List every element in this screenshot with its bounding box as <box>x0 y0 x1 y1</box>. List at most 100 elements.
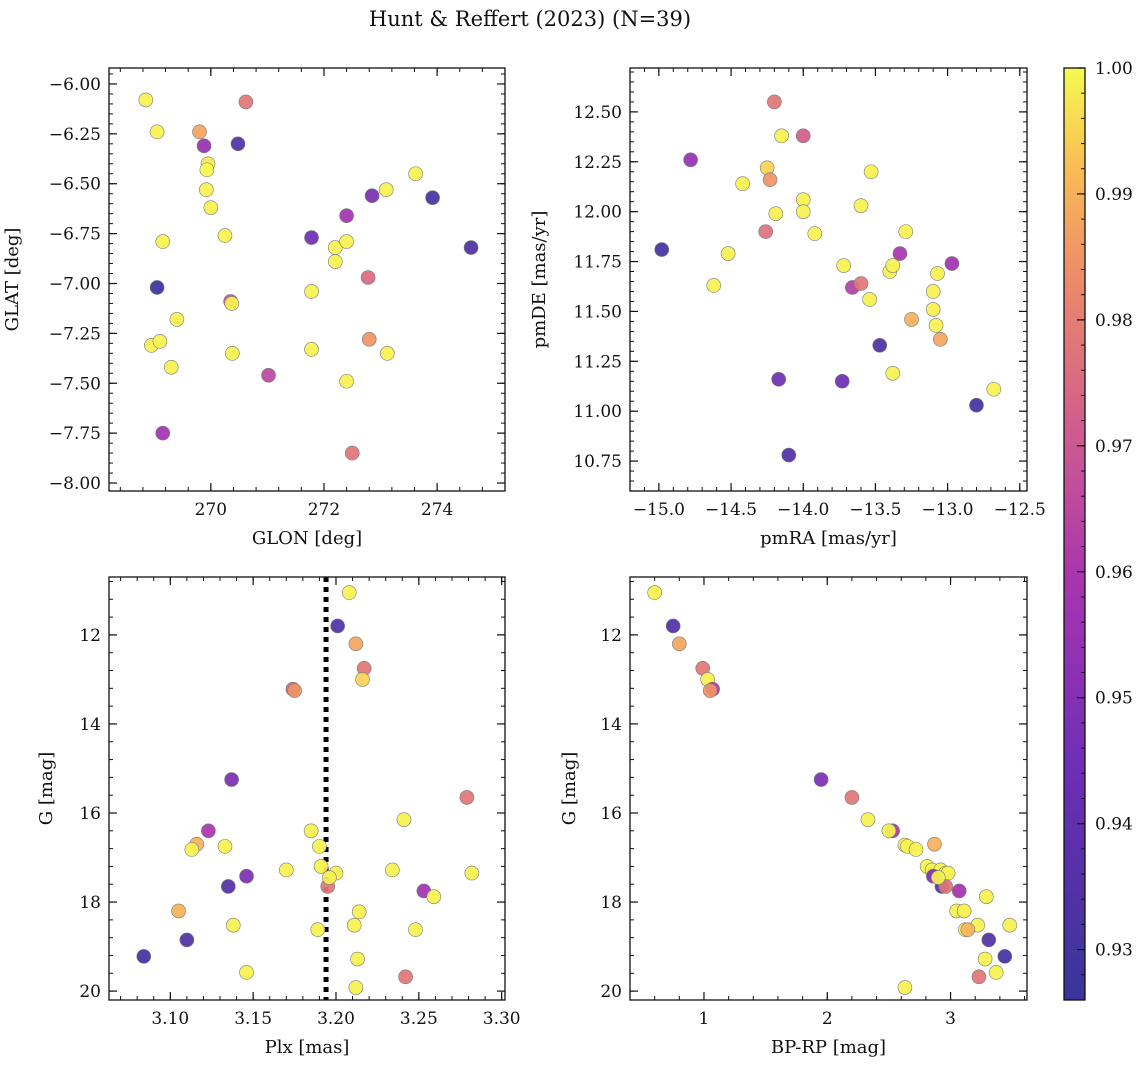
data-point <box>225 917 241 933</box>
data-point <box>238 94 254 110</box>
x-tick-label: 3.25 <box>400 1009 438 1029</box>
data-point <box>853 198 869 213</box>
y-tick-label: 12 <box>600 626 622 646</box>
data-point <box>881 823 897 839</box>
y-tick-label: 14 <box>600 715 622 735</box>
colorbar-tick-label: 0.95 <box>1095 689 1133 709</box>
data-point <box>1002 917 1018 933</box>
data-point <box>885 365 901 381</box>
x-tick-label: 3.10 <box>151 1009 189 1029</box>
data-point <box>224 296 240 311</box>
data-point <box>339 373 354 389</box>
y-tick-label: 10.75 <box>573 452 622 472</box>
data-point <box>217 228 233 243</box>
data-point <box>930 266 945 281</box>
y-tick-label: −7.25 <box>49 324 101 344</box>
data-point <box>385 862 400 878</box>
x-tick-label: 3.20 <box>317 1009 355 1029</box>
x-tick-label: 274 <box>421 500 453 520</box>
data-point <box>860 812 876 827</box>
data-point <box>304 284 319 299</box>
panel-top-left: 270 272 274 −6.00 −6.25 −6.50 −6.75 −7.00 −7.25 −… <box>2 67 506 549</box>
colorbar-tick-label: 0.97 <box>1095 437 1133 457</box>
data-point <box>981 932 997 948</box>
y-tick-label: 16 <box>600 804 622 824</box>
points-group <box>136 585 480 995</box>
data-point <box>287 683 302 698</box>
data-point <box>199 182 214 198</box>
data-point <box>844 790 860 805</box>
points-group <box>647 585 1018 995</box>
data-point <box>192 124 207 140</box>
x-tick-label: 2 <box>822 1009 833 1029</box>
data-point <box>203 200 219 215</box>
axes-frame <box>629 576 1028 1001</box>
data-point <box>927 836 942 852</box>
points-group <box>138 92 479 461</box>
data-point <box>199 162 215 178</box>
y-tick-label: 20 <box>79 982 101 1002</box>
panel-bottom-left: 3.10 3.15 3.20 3.25 3.30 12 14 16 18 20 Plx [mas] G… <box>36 576 521 1058</box>
axes-frame <box>629 67 1028 492</box>
data-point <box>155 425 171 441</box>
data-point <box>136 949 152 964</box>
data-point <box>217 839 233 854</box>
data-point <box>767 94 782 110</box>
y-tick-label: 12.50 <box>573 103 622 123</box>
data-point <box>872 338 888 353</box>
x-axis-title: pmRA [mas/yr] <box>760 528 897 549</box>
x-tick-label: −14.0 <box>777 500 829 520</box>
x-axis-title: Plx [mas] <box>265 1037 350 1058</box>
data-point <box>969 397 984 413</box>
x-tick-label: −14.5 <box>705 500 757 520</box>
y-tick-label: 12 <box>79 626 101 646</box>
data-point <box>322 870 337 885</box>
data-point <box>426 889 442 904</box>
data-point <box>310 922 326 937</box>
x-tick-label: 1 <box>699 1009 710 1029</box>
y-tick-label: −6.00 <box>49 75 101 95</box>
data-point <box>762 172 778 188</box>
data-point <box>951 883 967 899</box>
data-point <box>735 176 750 192</box>
data-point <box>997 949 1013 964</box>
data-point <box>163 359 179 375</box>
data-point <box>152 334 168 349</box>
data-point <box>225 346 240 361</box>
data-point <box>179 932 195 948</box>
x-tick-label: −15.0 <box>633 500 685 520</box>
colorbar-tick-label: 0.98 <box>1095 311 1133 331</box>
y-tick-label: 18 <box>79 893 101 913</box>
data-point <box>836 258 851 273</box>
panel-top-right: −15.0 −14.5 −14.0 −13.5 −13.0 −12.5 10.75 11.00… <box>529 67 1046 549</box>
data-point <box>312 839 327 854</box>
data-point <box>979 889 994 904</box>
y-tick-label: −6.75 <box>49 225 101 245</box>
data-point <box>184 842 200 857</box>
colorbar-tick-label: 0.94 <box>1095 815 1133 835</box>
data-point <box>862 292 877 307</box>
data-point <box>774 128 789 144</box>
data-point <box>169 312 185 327</box>
data-point <box>360 270 376 285</box>
data-point <box>239 868 254 884</box>
data-point <box>925 302 941 317</box>
figure-title: Hunt & Reffert (2023) (N=39) <box>369 7 691 31</box>
data-point <box>898 224 914 239</box>
data-point <box>239 965 254 980</box>
data-point <box>408 166 423 182</box>
data-point <box>149 124 165 140</box>
data-point <box>350 951 365 967</box>
data-point <box>313 859 329 874</box>
data-point <box>863 164 879 180</box>
x-axis-title: GLON [deg] <box>252 528 362 549</box>
x-tick-label: −12.5 <box>994 500 1046 520</box>
data-point <box>977 951 993 967</box>
data-point <box>304 342 319 357</box>
data-point <box>647 585 662 600</box>
data-point <box>351 904 367 920</box>
data-point <box>364 188 380 203</box>
data-point <box>348 636 364 652</box>
data-point <box>339 208 354 223</box>
